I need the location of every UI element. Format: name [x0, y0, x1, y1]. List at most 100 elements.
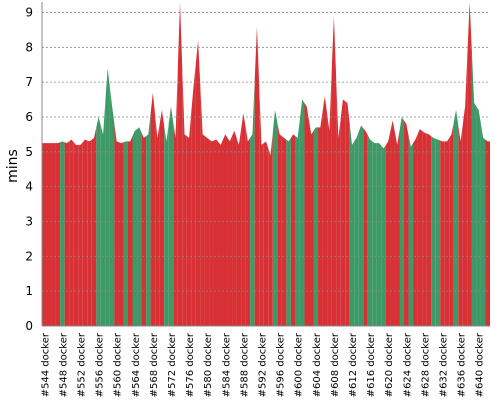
build-area: [408, 135, 414, 326]
build-area: [55, 142, 61, 326]
build-area: [471, 52, 477, 327]
build-area: [390, 120, 395, 326]
y-tick-label: 7: [25, 75, 33, 89]
y-axis-label: mins: [5, 149, 21, 183]
y-tick-label: 3: [25, 214, 33, 228]
build-area: [277, 122, 282, 327]
y-tick-label: 6: [25, 110, 33, 124]
build-area: [354, 131, 359, 326]
build-area: [322, 96, 328, 326]
x-tick-label: #560 docker: [113, 332, 124, 397]
x-tick-label: #596 docker: [276, 332, 287, 397]
build-area: [118, 142, 124, 326]
build-area: [417, 129, 423, 326]
build-area: [123, 141, 128, 326]
build-area: [462, 54, 468, 327]
build-area: [467, 2, 472, 326]
build-area: [381, 144, 386, 326]
build-area: [327, 73, 332, 326]
build-area: [150, 92, 156, 326]
x-tick-label: #544 docker: [40, 332, 51, 397]
build-area: [78, 142, 83, 326]
build-area: [458, 123, 463, 326]
build-area: [236, 129, 242, 326]
x-tick-label: #612 docker: [348, 332, 359, 397]
build-area: [286, 137, 291, 326]
build-area: [281, 136, 287, 326]
build-area: [363, 128, 368, 326]
x-tick-label: #628 docker: [420, 332, 431, 397]
x-tick-label: #640 docker: [475, 332, 486, 397]
build-area: [358, 125, 364, 326]
build-area: [137, 127, 142, 326]
build-area: [100, 101, 106, 327]
build-area: [250, 80, 255, 326]
build-area: [254, 26, 260, 327]
build-area: [422, 130, 427, 326]
build-area: [213, 139, 219, 326]
build-area: [195, 40, 201, 327]
y-tick-label: 2: [25, 249, 33, 263]
build-area: [164, 123, 169, 326]
build-area: [295, 118, 300, 326]
build-area: [232, 130, 237, 326]
build-area: [114, 123, 119, 326]
build-area: [340, 99, 346, 326]
x-tick-label: #632 docker: [438, 332, 449, 397]
x-tick-label: #584 docker: [221, 332, 232, 397]
build-area: [480, 123, 486, 326]
build-area: [146, 113, 151, 326]
build-area: [218, 139, 224, 326]
build-area: [336, 76, 341, 326]
build-area: [42, 143, 47, 326]
build-area: [313, 127, 319, 326]
x-tick-label: #620 docker: [384, 332, 395, 397]
build-area: [308, 120, 314, 326]
build-area: [132, 129, 138, 326]
build-area: [268, 132, 273, 326]
build-area: [304, 103, 309, 326]
build-area: [173, 69, 178, 326]
x-tick-label: #548 docker: [58, 332, 69, 397]
x-tick-label: #576 docker: [185, 332, 196, 397]
build-area: [109, 87, 115, 327]
y-tick-label: 8: [25, 40, 33, 54]
build-area: [263, 141, 269, 326]
build-area: [227, 136, 233, 326]
build-area: [399, 116, 405, 326]
build-area: [426, 133, 432, 326]
x-tick-label: #568 docker: [149, 332, 160, 397]
build-area: [69, 139, 74, 326]
x-tick-label: #552 docker: [76, 332, 87, 397]
x-tick-label: #616 docker: [366, 332, 377, 397]
build-area: [290, 134, 296, 326]
build-area: [449, 122, 454, 327]
x-tick-label: #580 docker: [203, 332, 214, 397]
x-tick-label: #600 docker: [294, 332, 305, 397]
build-area: [431, 136, 436, 326]
build-area: [186, 111, 192, 326]
y-tick-label: 5: [25, 145, 33, 159]
build-area: [46, 143, 52, 326]
build-area: [485, 139, 490, 326]
y-tick-label: 1: [25, 284, 33, 298]
build-area: [241, 113, 246, 326]
build-area: [385, 130, 391, 326]
x-tick-label: #608 docker: [330, 332, 341, 397]
build-area: [200, 87, 205, 327]
build-area: [177, 2, 183, 326]
build-area: [191, 62, 196, 326]
build-area: [440, 140, 445, 326]
build-area: [87, 139, 92, 326]
x-tick-label: #624 docker: [402, 332, 413, 397]
build-area: [51, 143, 56, 326]
build-area: [127, 136, 133, 326]
x-tick-label: #564 docker: [131, 332, 142, 397]
build-area: [60, 141, 65, 326]
build-area: [435, 138, 441, 326]
y-tick-label: 4: [25, 180, 33, 194]
x-tick-label: #636 docker: [457, 332, 468, 397]
build-area: [272, 110, 278, 326]
build-area: [204, 136, 210, 326]
